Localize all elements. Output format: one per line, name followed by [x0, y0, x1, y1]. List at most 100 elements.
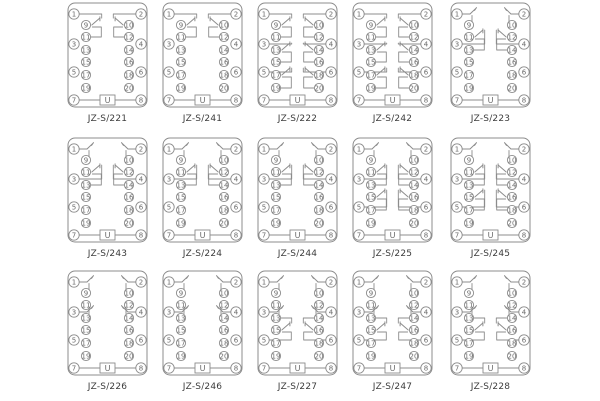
- contact-group-changeover-12: [112, 163, 137, 186]
- pin-label: 7: [455, 364, 459, 372]
- pin-label: 3: [357, 175, 361, 183]
- pin-terminal-20: 20: [506, 350, 518, 362]
- pin-terminal-7: 7: [258, 94, 270, 106]
- pin-label: 11: [465, 168, 474, 176]
- pin-terminal-10: 10: [218, 154, 230, 166]
- pin-label: 16: [508, 326, 517, 334]
- pin-terminal-7: 7: [68, 229, 80, 241]
- pin-terminal-14: 14: [123, 44, 135, 56]
- relay-case-outline: [162, 270, 243, 376]
- pin-terminal-8: 8: [135, 229, 147, 241]
- coil-box: [194, 229, 211, 241]
- pin-terminal-3: 3: [163, 38, 175, 50]
- relay-diagram-jz-s-223: U 1 3 5 7 2 4 6 8 9 11 13 15 17 19 10 12 14 16 18 20 JZ-S/223: [443, 0, 538, 133]
- pin-terminal-20: 20: [506, 217, 518, 229]
- pin-circle: [258, 173, 270, 185]
- pin-circle: [365, 31, 377, 43]
- wire-path: [173, 13, 198, 19]
- pin-terminal-12: 12: [218, 166, 230, 178]
- wire-segment: [376, 18, 385, 26]
- pin-circle: [123, 19, 135, 31]
- pin-circle: [163, 362, 175, 374]
- pin-terminal-14: 14: [506, 312, 518, 324]
- pin-terminal-12: 12: [313, 166, 325, 178]
- pin-label: 1: [72, 145, 76, 153]
- pin-circle: [451, 362, 463, 374]
- pin-label: 7: [72, 231, 76, 239]
- pin-circle: [163, 143, 175, 155]
- pin-circle: [218, 312, 230, 324]
- pin-circle: [135, 334, 147, 346]
- contact-group-changeover-16: [302, 317, 327, 341]
- pin-terminal-17: 17: [463, 69, 475, 81]
- pin-terminal-8: 8: [420, 94, 432, 106]
- model-label: JZ-S/244: [277, 249, 318, 259]
- pin-terminal-1: 1: [163, 276, 175, 288]
- pin-terminal-3: 3: [163, 173, 175, 185]
- coil-letter: U: [390, 364, 396, 373]
- coil-group: U: [78, 94, 137, 106]
- pin-label: 11: [465, 301, 474, 309]
- pin-circle: [506, 324, 518, 336]
- wire-segment: [216, 275, 219, 279]
- pin-label: 4: [234, 308, 239, 316]
- pin-terminal-19: 19: [175, 350, 187, 362]
- pin-label: 9: [274, 156, 278, 164]
- pin-label: 9: [84, 21, 88, 29]
- wire-segment: [91, 275, 94, 279]
- coil-group: U: [268, 94, 327, 106]
- pin-circle: [420, 201, 432, 213]
- wire-segment: [186, 305, 189, 309]
- pin-terminal-8: 8: [518, 94, 530, 106]
- pin-circle: [506, 56, 518, 68]
- pin-circle: [68, 362, 80, 374]
- pin-terminal-14: 14: [408, 179, 420, 191]
- pin-terminal-6: 6: [420, 334, 432, 346]
- pin-circle: [463, 82, 475, 94]
- pin-circle: [175, 337, 187, 349]
- pin-label: 7: [167, 96, 171, 104]
- pin-label: 20: [410, 219, 419, 227]
- pin-label: 15: [367, 58, 376, 66]
- pin-label: 6: [329, 203, 334, 211]
- pin-label: 5: [455, 336, 459, 344]
- pin-label: 7: [167, 364, 171, 372]
- wire-segment: [376, 275, 379, 279]
- pin-label: 14: [125, 46, 134, 54]
- wire-segment: [281, 142, 284, 146]
- pin-terminal-14: 14: [218, 44, 230, 56]
- pin-label: 8: [522, 364, 526, 372]
- pin-label: 2: [234, 10, 238, 18]
- pin-terminal-14: 14: [506, 44, 518, 56]
- coil-group: U: [268, 229, 327, 241]
- pin-terminal-9: 9: [80, 154, 92, 166]
- pin-circle: [123, 69, 135, 81]
- pin-terminal-11: 11: [270, 299, 282, 311]
- pin-circle: [420, 94, 432, 106]
- pin-terminal-2: 2: [325, 8, 337, 20]
- pin-circle: [365, 69, 377, 81]
- pin-circle: [463, 56, 475, 68]
- wire-path: [375, 76, 387, 89]
- pin-label: 19: [367, 219, 376, 227]
- pin-circle: [408, 287, 420, 299]
- pin-terminal-12: 12: [506, 166, 518, 178]
- pin-circle: [175, 350, 187, 362]
- wire-path: [375, 198, 387, 211]
- pin-circle: [353, 201, 365, 213]
- pin-terminal-16: 16: [218, 324, 230, 336]
- pin-terminal-15: 15: [80, 324, 92, 336]
- pin-label: 7: [357, 364, 361, 372]
- wire-path: [363, 42, 388, 45]
- pin-circle: [68, 66, 80, 78]
- pin-circle: [270, 287, 282, 299]
- pin-terminal-9: 9: [463, 287, 475, 299]
- pin-terminal-1: 1: [163, 143, 175, 155]
- pin-label: 12: [315, 33, 324, 41]
- pin-terminal-10: 10: [313, 154, 325, 166]
- pin-label: 4: [424, 40, 429, 48]
- pin-label: 3: [357, 308, 361, 316]
- contact-group-changeover-17: [268, 66, 293, 89]
- wire-segment: [504, 7, 507, 11]
